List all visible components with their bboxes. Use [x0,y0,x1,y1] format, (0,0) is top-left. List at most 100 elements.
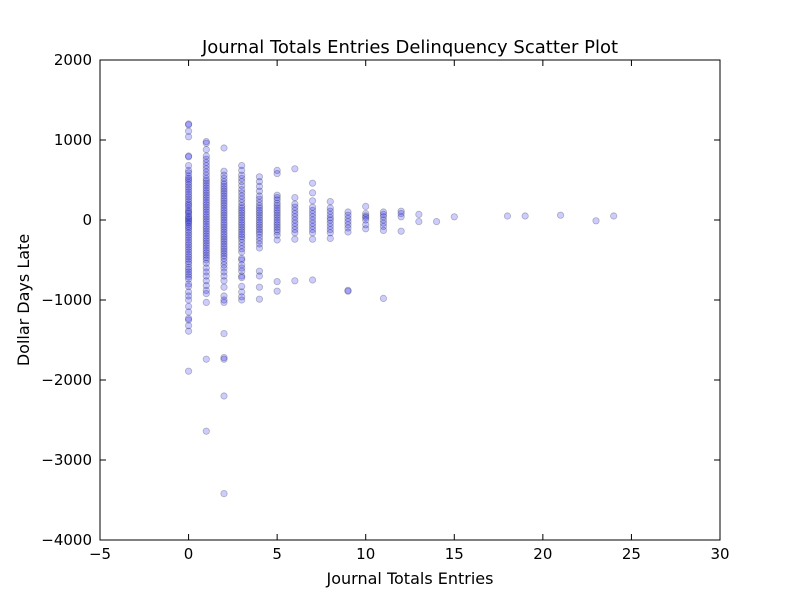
data-point [273,277,281,286]
data-point [238,192,246,200]
data-point [238,178,246,186]
data-point [291,222,299,230]
data-point [220,226,228,234]
data-point [202,286,210,294]
data-point [220,178,228,186]
data-point [202,152,210,160]
data-point [220,144,228,152]
data-point [521,212,529,220]
data-point [255,226,264,234]
data-point [202,139,210,147]
data-point [220,296,228,304]
data-point [308,197,317,205]
y-tick-label: −4000 [41,531,92,549]
data-point [255,204,264,212]
data-point [415,218,423,226]
data-point [238,166,246,174]
data-point [273,236,281,244]
data-point [308,222,317,230]
data-point [238,261,246,269]
data-point [397,207,405,215]
data-point [308,203,317,211]
data-point [255,206,264,214]
data-point [184,127,193,135]
data-point [184,229,193,237]
data-point [184,282,193,290]
data-point [202,182,210,190]
data-point [184,241,193,249]
data-point [184,152,193,160]
data-point [184,193,193,201]
data-point [184,257,193,266]
data-point [273,287,281,295]
data-point [184,275,193,283]
data-point [220,240,228,248]
data-point [184,172,193,180]
data-point [202,242,210,250]
data-point [255,234,264,242]
data-point [432,218,441,226]
data-point [379,226,388,234]
data-point [291,206,299,214]
data-point [273,191,281,199]
data-point [238,186,246,194]
data-point [202,272,210,280]
data-point [220,355,228,363]
data-point [326,222,334,230]
data-point [184,234,193,242]
x-axis-ticks: −5 0 5 10 15 20 25 30 [89,60,730,563]
data-point [220,245,228,253]
data-point [344,221,352,229]
data-point [220,247,228,255]
data-point [255,223,264,231]
data-point [184,174,193,182]
data-point [202,171,210,179]
data-point [184,321,193,330]
data-point [362,202,370,210]
data-point [202,208,210,216]
x-tick-label: 30 [710,545,729,563]
data-point [184,268,193,276]
data-point [273,231,281,239]
data-point [202,246,210,254]
data-point [344,228,352,236]
x-tick-label: 10 [356,545,375,563]
data-point [184,166,193,174]
data-point [202,222,210,230]
data-point [238,218,246,226]
data-point [184,327,193,335]
data-point [202,298,210,306]
data-point [220,392,228,400]
data-point [238,264,246,272]
data-point [344,214,352,222]
data-point [273,221,281,229]
data-point [238,272,246,280]
data-point [202,281,210,290]
data-point [184,253,193,261]
data-point [308,235,317,243]
data-point [184,120,193,128]
data-point [273,216,281,224]
data-point [202,230,210,238]
data-point [255,187,264,195]
data-point [238,226,246,234]
data-point [308,226,317,234]
data-point [184,198,193,206]
data-point [184,246,193,254]
data-point [220,185,228,193]
data-point [291,235,299,243]
data-point [220,218,228,226]
data-point [184,208,193,216]
data-point [220,167,228,175]
data-point [308,210,317,218]
data-point [255,295,264,303]
data-point [255,218,264,226]
data-point [202,244,210,252]
data-point [184,183,193,191]
data-point [273,196,281,204]
data-point [202,256,210,264]
data-point [184,202,193,210]
data-point [184,200,193,208]
data-point [184,169,193,177]
